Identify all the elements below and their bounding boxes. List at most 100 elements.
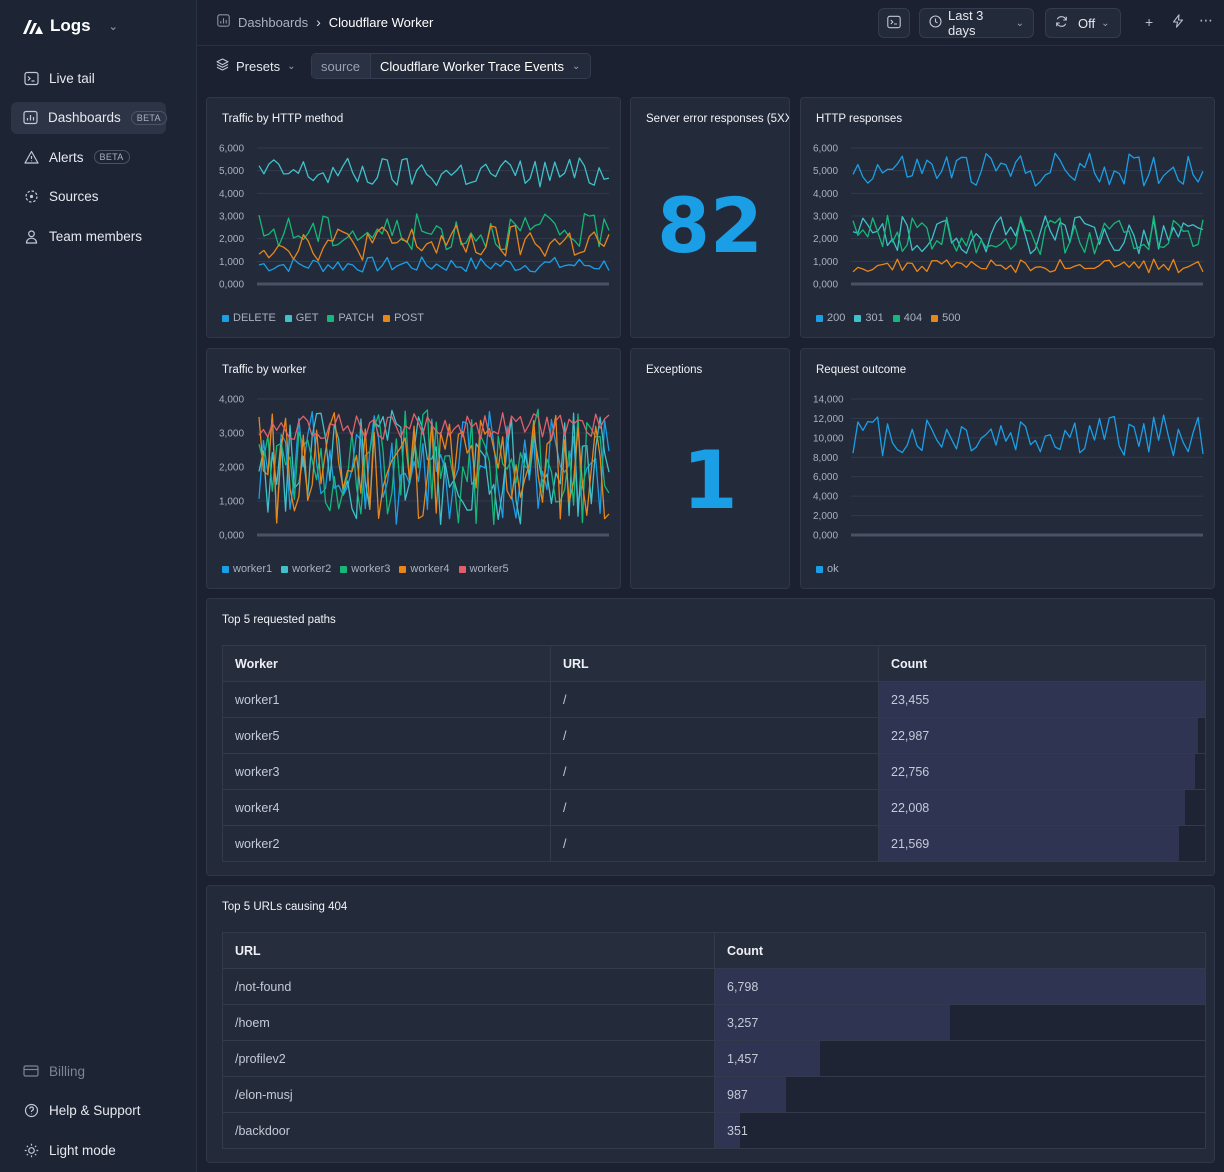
table-row[interactable]: worker5/ 22,987 [222, 717, 1206, 754]
presets-dropdown[interactable]: Presets ⌄ [216, 58, 295, 74]
series-line-500[interactable] [852, 258, 1204, 274]
count-value: 21,569 [891, 836, 930, 851]
series-line-301[interactable] [852, 215, 1204, 255]
table-row[interactable]: /profilev2 1,457 [222, 1040, 1206, 1077]
traffic-by-method-chart: 6,000 5,000 4,000 3,000 2,000 1,000 0,000 [219, 144, 610, 291]
table-row[interactable]: /not-found 6,798 [222, 968, 1206, 1005]
legend-label: 404 [903, 312, 923, 324]
source-filter[interactable]: source Cloudflare Worker Trace Events ⌄ [311, 53, 592, 79]
table-row[interactable]: /backdoor 351 [222, 1112, 1206, 1149]
series-line-worker4[interactable] [258, 412, 610, 524]
series-line-post[interactable] [258, 224, 610, 262]
series-line-delete[interactable] [258, 256, 610, 273]
series-line-worker1[interactable] [258, 410, 610, 525]
server-errors-card: Server error responses (5XX) 82 [630, 97, 790, 338]
series-line-patch[interactable] [258, 213, 610, 251]
series-line-worker5[interactable] [258, 412, 610, 441]
cell-count: 6,798 [714, 968, 1206, 1005]
table-row[interactable]: /elon-musj 987 [222, 1076, 1206, 1113]
table-row[interactable]: worker3/ 22,756 [222, 753, 1206, 790]
legend-item-post[interactable]: POST [383, 312, 424, 324]
y-tick-label: 1,000 [219, 257, 244, 268]
legend-item-500[interactable]: 500 [931, 312, 960, 324]
count-value: 6,798 [727, 979, 759, 994]
source-filter-value[interactable]: Cloudflare Worker Trace Events ⌄ [371, 59, 590, 74]
table-row[interactable]: worker1/ 23,455 [222, 681, 1206, 718]
legend-label: POST [394, 312, 425, 324]
legend-item-get[interactable]: GET [284, 312, 318, 324]
sidebar-item-dashboards[interactable]: Dashboards BETA [11, 101, 167, 134]
legend-item-404[interactable]: 404 [892, 312, 923, 324]
legend-label: 200 [827, 312, 846, 324]
request-outcome-card: Request outcome 14,000 12,000 10,000 8,000 6… [800, 348, 1215, 589]
series-line-404[interactable] [852, 214, 1204, 256]
series-line-get[interactable] [258, 157, 610, 188]
sidebar-item-alerts[interactable]: Alerts BETA [11, 141, 166, 173]
breadcrumb-parent[interactable]: Dashboards [238, 14, 309, 30]
top-paths-table: Worker URL Count worker1/23,455 worker5/2… [222, 645, 1206, 862]
legend-label: worker5 [469, 563, 509, 575]
y-tick-label: 2,000 [219, 463, 244, 474]
legend-label: 301 [865, 312, 884, 324]
sidebar-item-billing[interactable]: Billing [11, 1055, 186, 1087]
card-title: Exceptions [646, 364, 703, 376]
legend-item-patch[interactable]: PATCH [327, 312, 374, 324]
count-value: 22,008 [891, 800, 930, 815]
sidebar-item-label: Sources [49, 189, 99, 204]
series-line-200[interactable] [852, 152, 1204, 187]
legend-item-200[interactable]: 200 [816, 312, 845, 324]
column-header-url[interactable]: URL [222, 932, 715, 969]
column-header-count[interactable]: Count [714, 932, 1206, 969]
legend-label: 500 [942, 312, 961, 324]
count-bar [879, 754, 1196, 789]
sidebar-item-team-members[interactable]: Team members [11, 220, 166, 252]
cell-url: / [550, 753, 879, 790]
layers-icon [216, 58, 229, 74]
refresh-select[interactable]: Off ⌄ [1045, 8, 1121, 38]
y-tick-label: 5,000 [219, 166, 244, 177]
sidebar-item-sources[interactable]: Sources [11, 181, 166, 213]
sidebar-item-help[interactable]: Help & Support [11, 1095, 186, 1127]
legend-item-ok[interactable]: ok [816, 563, 839, 575]
cell-count: 23,455 [878, 681, 1206, 718]
table-row[interactable]: worker2/ 21,569 [222, 825, 1206, 862]
sidebar-item-light-mode[interactable]: Light mode [11, 1134, 186, 1166]
table-row[interactable]: worker4/ 22,008 [222, 789, 1206, 826]
exceptions-card: Exceptions 1 [630, 348, 790, 589]
sidebar-item-live-tail[interactable]: Live tail [11, 62, 166, 94]
count-bar [715, 1113, 741, 1148]
chevron-down-icon[interactable]: ⌄ [108, 20, 118, 33]
chart-legend: DELETE GET PATCH POST [222, 312, 424, 324]
table-row[interactable]: /hoem 3,257 [222, 1004, 1206, 1041]
time-range-select[interactable]: Last 3 days ⌄ [919, 8, 1034, 38]
terminal-button[interactable] [878, 8, 910, 38]
plus-icon[interactable]: + [1145, 14, 1154, 30]
source-value-text: Cloudflare Worker Trace Events [380, 58, 565, 74]
more-icon[interactable]: ⋯ [1199, 12, 1213, 28]
column-header-url[interactable]: URL [550, 645, 879, 682]
column-header-count[interactable]: Count [878, 645, 1206, 682]
y-tick-label: 1,000 [219, 497, 244, 508]
top-404-card: Top 5 URLs causing 404 URL Count /not-fo… [206, 885, 1215, 1163]
count-bar [715, 1077, 787, 1112]
legend-item-delete[interactable]: DELETE [222, 312, 276, 324]
sidebar-item-label: Alerts [49, 149, 84, 165]
legend-label: worker2 [292, 563, 332, 575]
table-header-row: Worker URL Count [222, 645, 1206, 682]
y-tick-label: 0,000 [219, 531, 244, 542]
cell-count: 21,569 [878, 825, 1206, 862]
legend-item-worker1[interactable]: worker1 [222, 563, 272, 575]
series-line-ok[interactable] [852, 414, 1204, 457]
legend-item-301[interactable]: 301 [854, 312, 884, 324]
cell-count: 1,457 [714, 1040, 1206, 1077]
y-tick-label: 0,000 [813, 531, 838, 542]
legend-item-worker3[interactable]: worker3 [340, 563, 390, 575]
cell-count: 22,008 [878, 789, 1206, 826]
column-header-worker[interactable]: Worker [222, 645, 551, 682]
app-logo[interactable]: Logs ⌄ [22, 16, 118, 36]
legend-item-worker2[interactable]: worker2 [281, 563, 331, 575]
y-tick-label: 2,000 [813, 511, 838, 522]
legend-item-worker4[interactable]: worker4 [399, 563, 450, 575]
legend-item-worker5[interactable]: worker5 [458, 563, 509, 575]
lightning-icon[interactable] [1172, 14, 1184, 31]
